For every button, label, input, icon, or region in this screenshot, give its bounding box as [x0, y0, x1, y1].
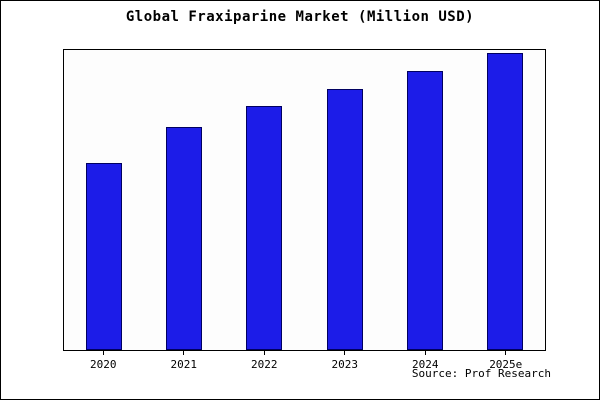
bar-2025e	[486, 52, 523, 350]
x-tick-mark	[424, 351, 426, 355]
x-tick-label: 2021	[170, 358, 198, 371]
x-tick-label: 2020	[90, 358, 117, 371]
x-tick-mark	[102, 351, 104, 355]
bar-slot	[64, 50, 144, 350]
bar-slot	[224, 50, 304, 350]
x-tick-slot: 2023	[305, 351, 386, 371]
x-tick-slot: 2020	[63, 351, 144, 371]
bar-2020	[86, 162, 123, 350]
x-tick-mark	[263, 351, 265, 355]
x-tick-slot: 2022	[224, 351, 305, 371]
x-tick-slot: 2021	[144, 351, 225, 371]
chart-title: Global Fraxiparine Market (Million USD)	[125, 9, 475, 25]
bar-2024	[406, 70, 443, 350]
x-tick-mark	[505, 351, 507, 355]
x-tick-label: 2025e	[489, 358, 523, 371]
bar-slot	[385, 50, 465, 350]
x-tick-label: 2023	[331, 358, 359, 371]
plot-area	[63, 49, 546, 351]
x-axis-tick-row: 2020 2021 2022 2023 2024 2025e	[63, 351, 546, 371]
source-text: Source: Prof Research	[411, 367, 551, 380]
x-tick-label: 2022	[251, 358, 278, 371]
x-tick-mark	[183, 351, 185, 355]
x-tick-slot: 2024	[385, 351, 466, 371]
bar-2021	[166, 127, 203, 350]
bar-slot	[465, 50, 545, 350]
bar-2022	[246, 106, 283, 350]
x-tick-label: 2024	[412, 358, 439, 371]
bar-slot	[144, 50, 224, 350]
bar-slot	[305, 50, 385, 350]
x-tick-mark	[344, 351, 346, 355]
x-tick-slot: 2025e	[466, 351, 547, 371]
bar-2023	[326, 88, 363, 350]
